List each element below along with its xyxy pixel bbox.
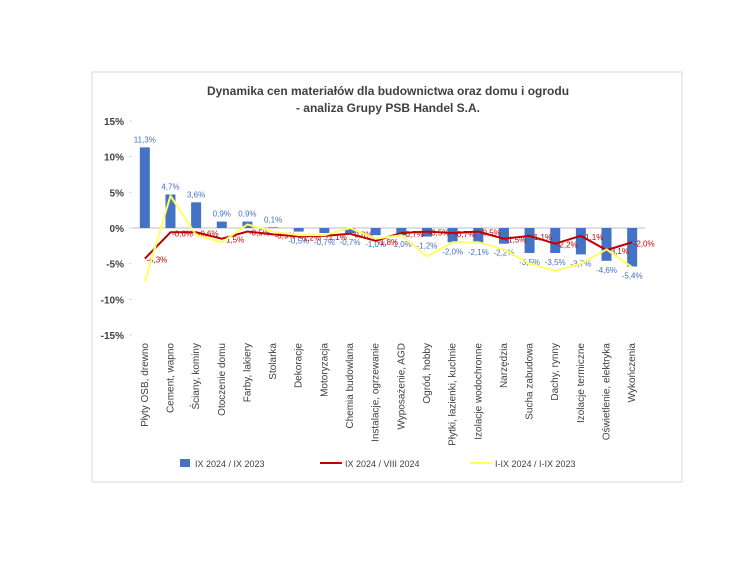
x-tick-label: Cement, wapno bbox=[165, 343, 176, 413]
x-tick-label: Dekoracje bbox=[294, 343, 305, 388]
data-label: 0,1% bbox=[264, 215, 282, 224]
data-label: -0,6% bbox=[198, 229, 219, 238]
data-label: -1,2% bbox=[417, 242, 438, 251]
y-tick-label: -10% bbox=[101, 295, 124, 306]
x-tick-label: Izolacje termiczne bbox=[576, 343, 587, 423]
bar bbox=[345, 228, 356, 233]
data-label: 11,3% bbox=[134, 135, 156, 144]
bar bbox=[601, 228, 612, 261]
x-tick-label: Ogród, hobby bbox=[422, 343, 433, 404]
data-label: -0,7% bbox=[454, 230, 475, 239]
data-label: -2,2% bbox=[493, 249, 514, 258]
bar bbox=[575, 228, 586, 255]
data-label: -1,5% bbox=[223, 236, 244, 245]
bar bbox=[268, 227, 279, 228]
data-label: -0,9% bbox=[275, 231, 296, 240]
x-tick-label: Dachy, rynny bbox=[550, 343, 561, 401]
x-tick-label: Stolarka bbox=[268, 343, 279, 380]
legend-swatch bbox=[180, 459, 190, 467]
bar bbox=[396, 228, 407, 236]
x-tick-label: Farby, lakiery bbox=[242, 343, 253, 402]
bar bbox=[627, 228, 638, 267]
x-tick-label: Wyposażenie, AGD bbox=[396, 343, 407, 430]
y-tick-label: -5% bbox=[106, 260, 124, 271]
data-label: -2,0% bbox=[442, 247, 463, 256]
bar bbox=[191, 202, 202, 228]
bar bbox=[550, 228, 561, 253]
data-label: -0,8% bbox=[352, 231, 373, 240]
data-label: -1,5% bbox=[505, 236, 526, 245]
y-tick-label: -15% bbox=[101, 331, 124, 342]
data-label: -0,5% bbox=[249, 229, 270, 238]
data-label: -0,5% bbox=[480, 229, 501, 238]
line bbox=[143, 193, 633, 282]
bar bbox=[293, 228, 304, 232]
data-label: -2,1% bbox=[468, 248, 489, 257]
bar bbox=[370, 228, 381, 236]
legend-label: IX 2024 / VIII 2024 bbox=[345, 459, 420, 469]
data-label: -4,6% bbox=[596, 266, 617, 275]
bar bbox=[216, 221, 227, 228]
bar bbox=[473, 228, 484, 243]
data-label: -4,3% bbox=[146, 256, 167, 265]
y-tick-label: 5% bbox=[110, 188, 125, 199]
bar bbox=[447, 228, 458, 243]
data-label: 0,9% bbox=[213, 210, 231, 219]
data-label: -2,0% bbox=[634, 239, 655, 248]
data-label: -0,5% bbox=[429, 229, 450, 238]
data-label: -0,6% bbox=[172, 229, 193, 238]
data-label: 4,7% bbox=[161, 182, 179, 191]
chart-title: Dynamika cen materiałów dla budownictwa … bbox=[207, 84, 569, 98]
bar bbox=[498, 228, 509, 244]
data-label: -0,5% bbox=[288, 237, 309, 246]
data-label: -1,2% bbox=[300, 234, 321, 243]
x-tick-label: Motoryzacja bbox=[319, 343, 330, 397]
data-label: -0,7% bbox=[403, 230, 424, 239]
bar bbox=[139, 147, 150, 228]
data-label: -1,1% bbox=[531, 233, 552, 242]
x-tick-label: Płyty OSB, drewno bbox=[140, 343, 151, 427]
x-tick-label: Narzędzia bbox=[499, 343, 510, 388]
data-label: -3,5% bbox=[519, 258, 540, 267]
legend-label: I-IX 2024 / I-IX 2023 bbox=[495, 459, 576, 469]
data-label: -3,5% bbox=[545, 258, 566, 267]
data-label: 3,6% bbox=[187, 190, 205, 199]
data-label: -1,1% bbox=[326, 233, 347, 242]
x-tick-label: Sucha zabudowa bbox=[525, 343, 536, 420]
data-label: -1,8% bbox=[377, 238, 398, 247]
data-label: -3,1% bbox=[608, 247, 629, 256]
x-tick-label: Oświetlenie, elektryka bbox=[602, 343, 613, 441]
data-label: 0,9% bbox=[238, 210, 256, 219]
legend-label: IX 2024 / IX 2023 bbox=[195, 459, 265, 469]
data-label: -5,4% bbox=[622, 272, 643, 281]
data-label: -1,1% bbox=[582, 233, 603, 242]
x-tick-label: Wykończenia bbox=[627, 343, 638, 403]
bar bbox=[524, 228, 535, 253]
data-label: -0,7% bbox=[340, 238, 361, 247]
bar bbox=[165, 194, 176, 228]
y-tick-label: 0% bbox=[110, 224, 125, 235]
y-tick-label: 15% bbox=[104, 117, 124, 128]
y-tick-label: 10% bbox=[104, 153, 124, 164]
data-label: -2,2% bbox=[557, 241, 578, 250]
data-label: -0,7% bbox=[314, 238, 335, 247]
x-tick-label: Otoczenie domu bbox=[217, 343, 228, 416]
x-tick-label: Chemia budowlana bbox=[345, 343, 356, 429]
x-tick-label: Ściany, kominy bbox=[189, 343, 202, 410]
chart-subtitle: - analiza Grupy PSB Handel S.A. bbox=[296, 101, 480, 115]
x-tick-label: Izolacje wodochronne bbox=[473, 343, 484, 440]
data-label: -1,0% bbox=[365, 240, 386, 249]
x-tick-label: Płytki, łazienki, kuchnie bbox=[448, 343, 459, 446]
chart-frame bbox=[91, 71, 683, 483]
data-label: -1,0% bbox=[391, 240, 412, 249]
bar bbox=[319, 228, 330, 233]
x-tick-label: Instalacje, ogrzewanie bbox=[371, 343, 382, 442]
